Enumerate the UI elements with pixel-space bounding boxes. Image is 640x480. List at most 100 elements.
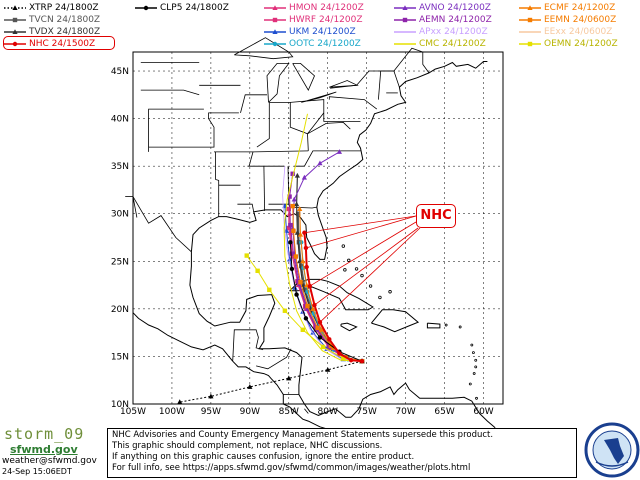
track-point: [296, 240, 302, 245]
state-borders: [125, 37, 430, 414]
border-line: [289, 102, 325, 135]
track-line: [289, 173, 363, 362]
brand-name: storm_09: [4, 425, 85, 443]
legend-marker: [272, 41, 278, 47]
legend-label: HMON 24/1200Z: [289, 3, 364, 13]
island-outline: [470, 343, 474, 347]
lon-label: 100W: [159, 407, 185, 417]
track-point: [267, 287, 272, 293]
island-outline: [360, 273, 364, 278]
border-line: [132, 196, 138, 218]
track-point: [337, 351, 342, 356]
track-point: [298, 280, 303, 285]
island-outline: [426, 322, 441, 329]
legend-label: TVCN 24/1800Z: [29, 15, 101, 25]
border-line: [256, 348, 292, 370]
lat-label: 20N: [111, 305, 129, 315]
issue-timestamp: 24-Sep 15:06EDT: [2, 467, 72, 476]
coastline: [232, 360, 327, 430]
track-point: [297, 206, 303, 211]
nhc-callout-label: NHC: [416, 204, 456, 228]
border-line: [256, 102, 270, 148]
border-line: [294, 150, 361, 167]
track-point: [291, 251, 296, 256]
track-point: [317, 160, 323, 166]
lon-label: 80W: [318, 407, 338, 417]
border-line: [215, 151, 220, 217]
lon-label: 60W: [473, 407, 493, 417]
track-point: [325, 366, 331, 372]
lake-outline: [266, 63, 290, 103]
legend-swatch: [4, 5, 26, 10]
track-point: [288, 240, 293, 245]
track-line: [283, 113, 363, 362]
island-outline: [378, 295, 382, 300]
border-line: [269, 99, 361, 122]
legend-marker: [272, 29, 278, 34]
track-point: [247, 384, 253, 389]
legend-swatch: [135, 5, 157, 11]
legend-label: CMC 24/1200Z: [419, 39, 486, 49]
track-point: [304, 264, 309, 270]
border-line: [307, 121, 351, 151]
lake-outline: [234, 37, 294, 60]
track-point: [317, 319, 323, 325]
track-point: [291, 228, 296, 234]
track-point: [286, 375, 292, 381]
legend-swatch: [519, 5, 541, 10]
border-line: [240, 94, 267, 114]
track-nhc: [302, 230, 365, 364]
disclaimer-line: NHC Advisories and County Emergency Mana…: [112, 430, 494, 440]
legend-label: HWRF 24/1200Z: [289, 15, 363, 25]
disclaimer-link[interactable]: For full info, see https://apps.sfwmd.go…: [112, 463, 471, 473]
track-point: [282, 308, 288, 313]
border-line: [140, 89, 200, 96]
track-point: [289, 266, 295, 272]
legend-label: ECMF 24/1200Z: [544, 3, 616, 13]
island-outline: [474, 358, 478, 362]
legend-swatch: [264, 41, 286, 47]
legend-label: OOTC 24/1200Z: [289, 39, 361, 49]
map-frame: [132, 51, 504, 405]
disclaimer-line: This graphic should complement, not repl…: [112, 441, 383, 451]
legend-marker: [272, 17, 278, 23]
track-point: [327, 337, 332, 342]
track-point: [317, 335, 323, 340]
coastlines: [132, 61, 496, 430]
track-point: [290, 203, 295, 209]
callout-line: [314, 227, 419, 306]
track-point: [305, 303, 310, 309]
branding-block: storm_09 sfwmd.gov weather@sfwmd.gov 24-…: [2, 425, 106, 480]
island-outline: [472, 372, 476, 375]
callout-line: [305, 215, 417, 249]
legend-swatch: [394, 31, 416, 33]
contact-email[interactable]: weather@sfwmd.gov: [2, 456, 97, 466]
legend-label: AEMN 24/1200Z: [419, 15, 492, 25]
disclaimer-box: NHC Advisories and County Emergency Mana…: [107, 428, 577, 478]
legend-label: APxx 24/1200Z: [419, 27, 488, 37]
legend-marker: [402, 5, 408, 10]
track-point: [341, 356, 346, 361]
track-point: [295, 211, 301, 216]
border-line: [214, 151, 254, 167]
track-point: [293, 254, 298, 259]
track-point: [294, 292, 299, 297]
legend-marker: [12, 17, 18, 23]
site-link[interactable]: sfwmd.gov: [10, 443, 78, 456]
lat-label: 40N: [111, 115, 129, 125]
border-line: [330, 47, 430, 89]
lake-outline: [301, 91, 337, 103]
track-point: [318, 326, 325, 332]
sfwmd-seal-icon: [584, 422, 640, 478]
legend-marker: [402, 17, 408, 23]
lon-label: 105W: [120, 407, 146, 417]
track-point: [208, 393, 214, 399]
coastline: [350, 382, 496, 429]
coastline: [189, 251, 352, 418]
island-outline: [474, 365, 478, 369]
track-point: [297, 231, 304, 237]
island-outline: [354, 267, 359, 271]
track-point: [310, 329, 316, 335]
island-outline: [468, 382, 472, 386]
